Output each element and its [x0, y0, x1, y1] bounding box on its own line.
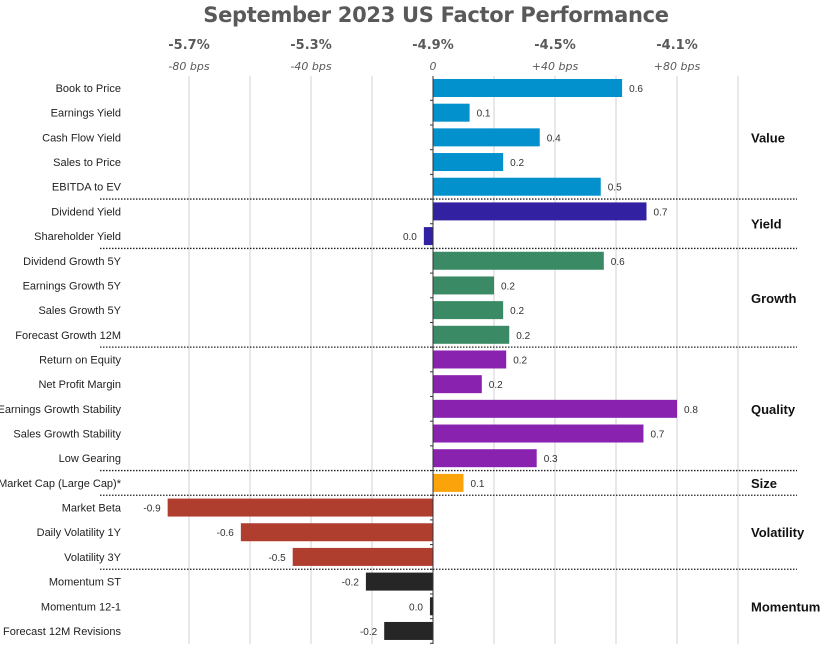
tick-label-bps: -40 bps — [290, 60, 332, 73]
data-label: 0.1 — [471, 479, 485, 490]
data-label: 0.2 — [501, 281, 515, 292]
bar — [365, 572, 433, 591]
tick-label-bps: +40 bps — [531, 60, 579, 73]
data-label: -0.2 — [360, 627, 378, 638]
group-label: Volatility — [751, 525, 805, 540]
group-label: Yield — [751, 217, 782, 232]
factor-label: EBITDA to EV — [52, 182, 122, 194]
data-label: -0.9 — [143, 504, 161, 515]
data-label: 0.6 — [629, 84, 643, 95]
tick-label-return: -4.5% — [534, 38, 576, 53]
factor-label: Market Cap (Large Cap)* — [0, 478, 122, 490]
tick-label-return: -4.1% — [656, 38, 698, 53]
factor-label: Dividend Growth 5Y — [23, 256, 121, 268]
bar — [433, 153, 504, 172]
data-label: 0.2 — [513, 355, 527, 366]
factor-label: Forecast Growth 12M — [15, 330, 121, 342]
data-label: 0.7 — [650, 430, 664, 441]
factor-label: Momentum 12-1 — [41, 601, 121, 613]
factor-label: Dividend Yield — [51, 206, 121, 218]
bar — [433, 449, 537, 468]
tick-label-bps: 0 — [429, 60, 437, 73]
group-label: Quality — [751, 402, 796, 417]
group-label: Value — [751, 130, 785, 145]
data-label: 0.6 — [611, 257, 625, 268]
bar — [433, 350, 507, 369]
factor-label: Daily Volatility 1Y — [37, 527, 122, 539]
factor-label: Low Gearing — [59, 453, 121, 465]
tick-label-bps: -80 bps — [168, 60, 210, 73]
data-label: 0.2 — [516, 331, 530, 342]
bar — [433, 251, 604, 270]
bar — [433, 276, 494, 295]
group-label: Growth — [751, 291, 797, 306]
factor-label: Shareholder Yield — [34, 231, 121, 243]
data-label: -0.2 — [342, 578, 360, 589]
bar — [433, 128, 540, 147]
bar — [433, 375, 482, 394]
data-label: 0.3 — [544, 454, 558, 465]
factor-label: Earnings Yield — [51, 108, 121, 120]
tick-label-return: -5.7% — [168, 38, 210, 53]
bar — [433, 301, 504, 320]
factor-label: Cash Flow Yield — [42, 132, 121, 144]
bar — [433, 399, 677, 418]
tick-label-return: -5.3% — [290, 38, 332, 53]
bar — [433, 473, 464, 492]
data-label: 0.8 — [684, 405, 698, 416]
bar — [292, 547, 433, 566]
data-label: 0.2 — [510, 158, 524, 169]
factor-label: Earnings Growth 5Y — [23, 280, 122, 292]
data-label: 0.0 — [409, 602, 423, 613]
data-label: 0.7 — [654, 207, 668, 218]
bar — [240, 523, 433, 542]
bar — [433, 424, 644, 443]
data-label: 0.1 — [477, 109, 491, 120]
data-label: -0.6 — [217, 528, 235, 539]
tick-label-return: -4.9% — [412, 38, 454, 53]
bar — [433, 177, 601, 196]
chart-title: September 2023 US Factor Performance — [203, 3, 669, 27]
factor-label: Return on Equity — [39, 354, 121, 366]
factor-label: Sales to Price — [53, 157, 121, 169]
bar — [429, 597, 433, 616]
bar — [433, 79, 623, 97]
group-label: Size — [751, 476, 777, 491]
data-label: 0.2 — [510, 306, 524, 317]
bar — [433, 202, 647, 221]
group-label: Momentum — [751, 599, 820, 614]
factor-label: Sales Growth Stability — [13, 429, 121, 441]
tick-label-bps: +80 bps — [653, 60, 701, 73]
factor-label: Momentum ST — [49, 577, 121, 589]
bar — [433, 325, 510, 344]
data-label: 0.5 — [608, 183, 622, 194]
bar — [384, 621, 433, 640]
bar — [167, 498, 433, 517]
data-label: 0.4 — [547, 133, 561, 144]
factor-label: Sales Growth 5Y — [38, 305, 121, 317]
bar — [423, 227, 433, 246]
data-label: -0.5 — [268, 553, 286, 564]
factor-label: Forecast 12M Revisions — [3, 626, 121, 638]
data-label: 0.0 — [403, 232, 417, 243]
factor-label: Volatility 3Y — [64, 552, 122, 564]
factor-label: Market Beta — [62, 503, 122, 515]
factor-label: Net Profit Margin — [38, 379, 121, 391]
bar — [433, 103, 470, 122]
data-label: 0.2 — [489, 380, 503, 391]
factor-label: Earnings Growth Stability — [0, 404, 121, 416]
factor-label: Book to Price — [56, 83, 121, 95]
